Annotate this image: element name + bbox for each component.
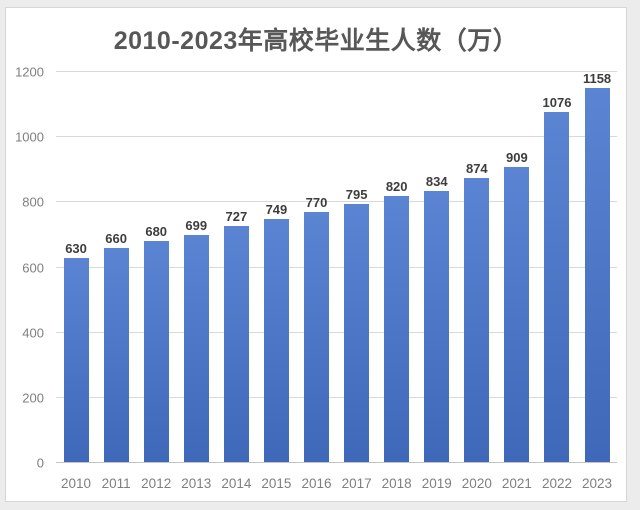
x-tick-label-2012: 2012 (141, 475, 172, 491)
bar-group-2011: 660 (96, 72, 136, 463)
gridline-400 (56, 331, 617, 333)
data-label-2013: 699 (185, 218, 208, 234)
gridline-800 (56, 201, 617, 203)
y-tick-label-0: 0 (36, 455, 44, 471)
chart-title: 2010-2023年高校毕业生人数（万） (113, 27, 519, 55)
x-tick-label-2010: 2010 (61, 475, 92, 491)
bar-2017 (344, 203, 370, 463)
bar-series: 630 660 680 699 727 749 770 795 820 834 874 909 1076… (56, 72, 617, 463)
y-tick-label-1200: 1200 (15, 64, 44, 80)
bar-group-2020: 874 (457, 72, 497, 463)
y-tick-label-1000: 1000 (15, 129, 44, 145)
bar-2023 (584, 88, 610, 463)
data-label-2012: 680 (145, 224, 168, 240)
bar-group-2023: 1158 (577, 72, 617, 463)
bar-group-2010: 630 (56, 72, 96, 463)
bar-group-2018: 820 (377, 72, 417, 463)
bar-group-2022: 1076 (537, 72, 577, 463)
x-tick-label-2011: 2011 (101, 475, 131, 491)
bar-group-2013: 699 (176, 72, 216, 463)
bar-group-2016: 770 (296, 72, 336, 463)
bar-2020 (464, 178, 490, 463)
bar-2010 (63, 257, 89, 463)
data-label-2015: 749 (265, 201, 288, 217)
gridline-600 (56, 266, 617, 268)
bar-group-2019: 834 (417, 72, 457, 463)
data-label-2017: 795 (345, 186, 368, 202)
data-label-2020: 874 (465, 161, 488, 177)
x-tick-label-2023: 2023 (582, 475, 613, 491)
x-tick-label-2018: 2018 (381, 475, 412, 491)
x-tick-label-2014: 2014 (221, 475, 252, 491)
y-tick-label-400: 400 (22, 325, 44, 341)
data-label-2019: 834 (425, 174, 448, 190)
plot-area: 630 660 680 699 727 749 770 795 820 834 874 909 1076… (56, 71, 617, 463)
y-tick-label-200: 200 (22, 390, 44, 406)
bar-2014 (223, 226, 249, 463)
x-axis-labels: 2010 2011 2012 2013 2014 2015 2016 2017 2018 2019… (56, 473, 617, 493)
data-label-2021: 909 (506, 149, 528, 165)
y-tick-label-600: 600 (22, 260, 44, 275)
gridline-1000 (56, 136, 617, 138)
gridline-200 (56, 396, 617, 398)
x-tick-label-2021: 2021 (501, 475, 532, 491)
data-label-2011: 660 (105, 230, 127, 246)
x-tick-label-2017: 2017 (341, 475, 372, 491)
y-tick-label-800: 800 (22, 194, 44, 210)
bar-2018 (384, 195, 410, 463)
data-label-2022: 1076 (542, 95, 572, 111)
bar-2021 (504, 166, 530, 463)
bar-group-2012: 680 (136, 72, 176, 463)
bar-group-2014: 727 (216, 72, 256, 463)
bar-2022 (544, 112, 570, 463)
bar-2019 (424, 191, 450, 463)
bar-2011 (103, 247, 129, 463)
bar-group-2015: 749 (256, 72, 296, 463)
x-tick-label-2022: 2022 (541, 475, 572, 491)
data-label-2016: 770 (305, 195, 328, 211)
y-axis: 0 200 400 600 800 1000 1200 (6, 66, 50, 470)
x-tick-label-2016: 2016 (301, 475, 332, 491)
bar-group-2017: 795 (337, 72, 377, 463)
chart-card: 2010-2023年高校毕业生人数（万） 0 200 400 600 800 1000 12… (5, 7, 627, 502)
data-label-2010: 630 (65, 240, 87, 256)
data-label-2023: 1158 (582, 71, 612, 86)
bar-2016 (304, 212, 329, 463)
x-axis-line (56, 462, 617, 463)
gridline-1200 (56, 71, 617, 72)
data-label-2014: 727 (225, 209, 248, 225)
x-tick-label-2015: 2015 (261, 475, 292, 491)
bar-2012 (143, 241, 169, 463)
data-label-2018: 820 (385, 178, 408, 194)
bar-group-2021: 909 (497, 72, 537, 463)
bar-2015 (263, 218, 289, 463)
x-tick-label-2019: 2019 (421, 475, 452, 491)
x-tick-label-2020: 2020 (461, 475, 492, 491)
bar-2013 (183, 235, 209, 463)
x-tick-label-2013: 2013 (181, 475, 212, 491)
